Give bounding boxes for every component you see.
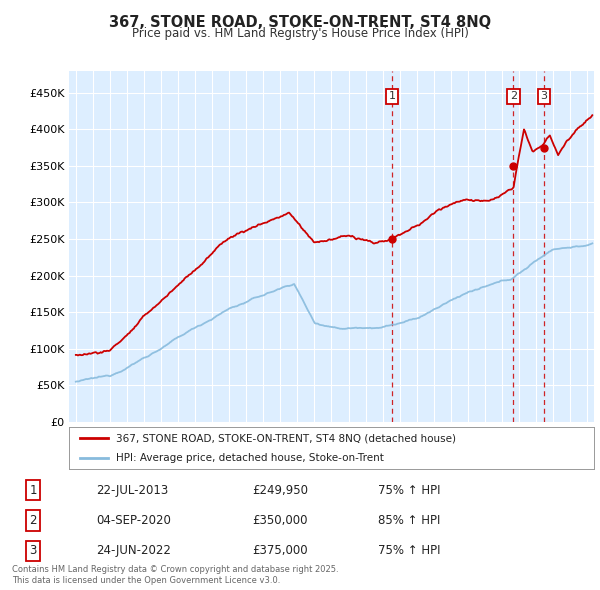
- Text: HPI: Average price, detached house, Stoke-on-Trent: HPI: Average price, detached house, Stok…: [116, 454, 384, 463]
- Text: £350,000: £350,000: [252, 514, 308, 527]
- Text: This data is licensed under the Open Government Licence v3.0.: This data is licensed under the Open Gov…: [12, 576, 280, 585]
- Text: £375,000: £375,000: [252, 544, 308, 557]
- Text: 2: 2: [29, 514, 37, 527]
- Text: 22-JUL-2013: 22-JUL-2013: [96, 484, 168, 497]
- Text: 367, STONE ROAD, STOKE-ON-TRENT, ST4 8NQ (detached house): 367, STONE ROAD, STOKE-ON-TRENT, ST4 8NQ…: [116, 434, 456, 444]
- Text: 24-JUN-2022: 24-JUN-2022: [96, 544, 171, 557]
- Text: 1: 1: [389, 91, 395, 101]
- Text: 3: 3: [29, 544, 37, 557]
- Text: 367, STONE ROAD, STOKE-ON-TRENT, ST4 8NQ: 367, STONE ROAD, STOKE-ON-TRENT, ST4 8NQ: [109, 15, 491, 30]
- Text: Price paid vs. HM Land Registry's House Price Index (HPI): Price paid vs. HM Land Registry's House …: [131, 27, 469, 40]
- Text: 1: 1: [29, 484, 37, 497]
- Text: Contains HM Land Registry data © Crown copyright and database right 2025.: Contains HM Land Registry data © Crown c…: [12, 565, 338, 574]
- Text: £249,950: £249,950: [252, 484, 308, 497]
- Text: 04-SEP-2020: 04-SEP-2020: [96, 514, 171, 527]
- Text: 3: 3: [541, 91, 548, 101]
- Text: 75% ↑ HPI: 75% ↑ HPI: [378, 544, 440, 557]
- Text: 2: 2: [510, 91, 517, 101]
- Text: 85% ↑ HPI: 85% ↑ HPI: [378, 514, 440, 527]
- Text: 75% ↑ HPI: 75% ↑ HPI: [378, 484, 440, 497]
